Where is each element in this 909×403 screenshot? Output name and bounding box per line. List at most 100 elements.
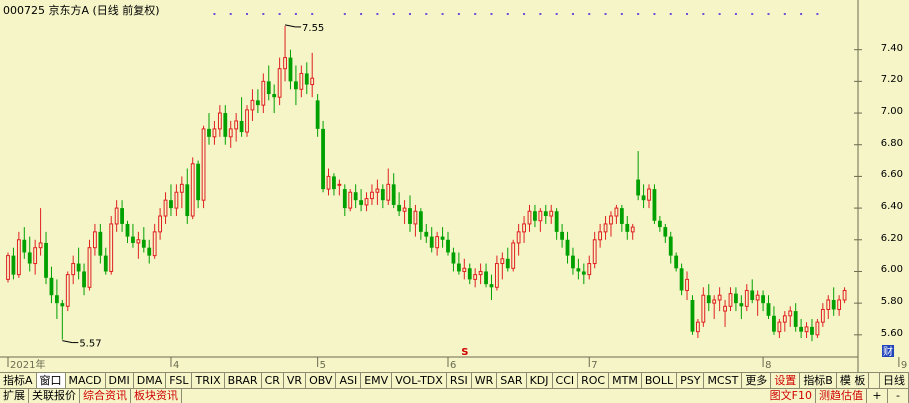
candle bbox=[799, 318, 804, 338]
candle-body bbox=[495, 263, 499, 288]
candle-body bbox=[598, 231, 603, 241]
candle bbox=[581, 263, 586, 285]
candle bbox=[136, 231, 141, 259]
candle bbox=[120, 200, 124, 232]
tab-tabs_row1-19[interactable]: ROC bbox=[578, 373, 610, 389]
candle-body bbox=[304, 73, 309, 85]
tab-tabs_row1_right-0[interactable]: 指标B bbox=[800, 373, 837, 389]
candle bbox=[489, 274, 494, 300]
candle bbox=[761, 290, 765, 312]
candle-body bbox=[446, 239, 450, 253]
tab-tabs_row1-12[interactable]: EMV bbox=[361, 373, 393, 389]
y-tick-label: 5.80 bbox=[880, 296, 903, 308]
candle bbox=[685, 271, 689, 300]
tab-tabs_row1-25[interactable]: 设置 bbox=[771, 373, 801, 389]
tab-tabs_row1-1[interactable]: 窗口 bbox=[36, 373, 66, 389]
candle bbox=[294, 65, 298, 106]
tab-tabs_row1-16[interactable]: SAR bbox=[497, 373, 527, 389]
tab-tabs_row1-2[interactable]: MACD bbox=[66, 373, 106, 389]
candle bbox=[6, 252, 10, 283]
candle bbox=[701, 287, 706, 327]
candle bbox=[179, 176, 184, 209]
candle bbox=[33, 239, 38, 275]
tab-tabs_row2-0[interactable]: 扩展 bbox=[0, 389, 29, 403]
candle bbox=[272, 84, 277, 114]
tab-tabs_row1-22[interactable]: PSY bbox=[677, 373, 705, 389]
info-tabs: 扩展 关联报价 综合资讯 板块资讯 bbox=[0, 389, 182, 403]
tab-tabs_row1-9[interactable]: VR bbox=[284, 373, 307, 389]
info-dot bbox=[506, 13, 509, 15]
tab-tabs_row1-18[interactable]: CCI bbox=[553, 373, 579, 389]
candle-body bbox=[370, 191, 374, 200]
tab-tabs_row1-0[interactable]: 指标A bbox=[0, 373, 37, 389]
tab-tabs_row1-14[interactable]: RSI bbox=[447, 373, 472, 389]
tab-tabs_row1-17[interactable]: KDJ bbox=[527, 373, 553, 389]
y-tick-label: 7.40 bbox=[880, 42, 903, 54]
tab-tabs_row1-10[interactable]: OBV bbox=[306, 373, 337, 389]
candle bbox=[283, 25, 287, 82]
candle-body bbox=[239, 120, 244, 133]
candle bbox=[375, 179, 380, 205]
candle-body bbox=[315, 100, 320, 129]
tab-tabs_row2_right-1[interactable]: 测趋估值 bbox=[816, 389, 867, 403]
tab-tabs_row1-24[interactable]: 更多 bbox=[742, 373, 772, 389]
candle bbox=[332, 173, 336, 196]
info-dot bbox=[311, 13, 314, 15]
tab-tabs_row1-7[interactable]: BRAR bbox=[225, 373, 262, 389]
tab-tabs_row1-23[interactable]: MCST bbox=[704, 373, 743, 389]
candle-body bbox=[636, 179, 641, 196]
tab-tabs_row1-3[interactable]: DMI bbox=[106, 373, 134, 389]
info-mine-dots bbox=[213, 13, 819, 15]
candle bbox=[60, 299, 65, 340]
tab-tabs_row2-3[interactable]: 板块资讯 bbox=[131, 389, 182, 403]
tab-tabs_row1-5[interactable]: FSL bbox=[166, 373, 193, 389]
candle-body bbox=[777, 321, 782, 333]
tab-tabs_row1-21[interactable]: BOLL bbox=[642, 373, 678, 389]
candle bbox=[815, 318, 820, 338]
candle-body bbox=[533, 211, 537, 221]
info-dot bbox=[474, 13, 477, 15]
period-label[interactable]: 日线 bbox=[880, 373, 909, 389]
candle bbox=[706, 284, 711, 312]
tab-tabs_row1-6[interactable]: TRIX bbox=[192, 373, 225, 389]
candle bbox=[277, 57, 282, 106]
candle-body bbox=[456, 263, 461, 272]
candle bbox=[744, 284, 749, 312]
candle-body bbox=[185, 184, 190, 217]
candle-body bbox=[54, 295, 59, 304]
candle-body bbox=[147, 247, 152, 256]
candle bbox=[810, 318, 814, 342]
info-dot bbox=[751, 13, 754, 15]
candle-body bbox=[723, 305, 727, 312]
candle-body bbox=[527, 210, 532, 225]
candle-body bbox=[793, 311, 798, 327]
tab-tabs_row1-13[interactable]: VOL-TDX bbox=[392, 373, 447, 389]
candle-body bbox=[788, 310, 793, 317]
info-dot bbox=[441, 13, 444, 15]
tab-tabs_row1-15[interactable]: WR bbox=[472, 373, 498, 389]
tab-tabs_row2-1[interactable]: 关联报价 bbox=[29, 389, 80, 403]
candle-body bbox=[755, 294, 760, 301]
candle bbox=[641, 184, 646, 209]
tab-tabs_row1-8[interactable]: CR bbox=[262, 373, 284, 389]
tab-tabs_row1-20[interactable]: MTM bbox=[609, 373, 642, 389]
candle-body bbox=[560, 231, 564, 240]
tab-tabs_row1-4[interactable]: DMA bbox=[134, 373, 167, 389]
zoom-out-button[interactable]: - bbox=[888, 389, 909, 403]
candle-body bbox=[98, 231, 103, 256]
tab-tabs_row2-2[interactable]: 综合资讯 bbox=[80, 389, 131, 403]
candle-body bbox=[152, 231, 157, 257]
candle-body bbox=[630, 226, 635, 233]
candle bbox=[364, 192, 369, 212]
candle bbox=[342, 184, 347, 217]
candle bbox=[239, 97, 244, 137]
candle-body bbox=[804, 326, 809, 333]
zoom-in-button[interactable]: + bbox=[867, 389, 888, 403]
info-dot bbox=[620, 13, 623, 15]
tab-tabs_row2_right-0[interactable]: 图文F10 bbox=[767, 389, 816, 403]
candle-body bbox=[310, 77, 315, 86]
candle bbox=[560, 223, 564, 248]
tab-tabs_row1-11[interactable]: ASI bbox=[336, 373, 362, 389]
candle-body bbox=[342, 189, 347, 209]
tab-tabs_row1_right-1[interactable]: 模 板 bbox=[837, 373, 870, 389]
